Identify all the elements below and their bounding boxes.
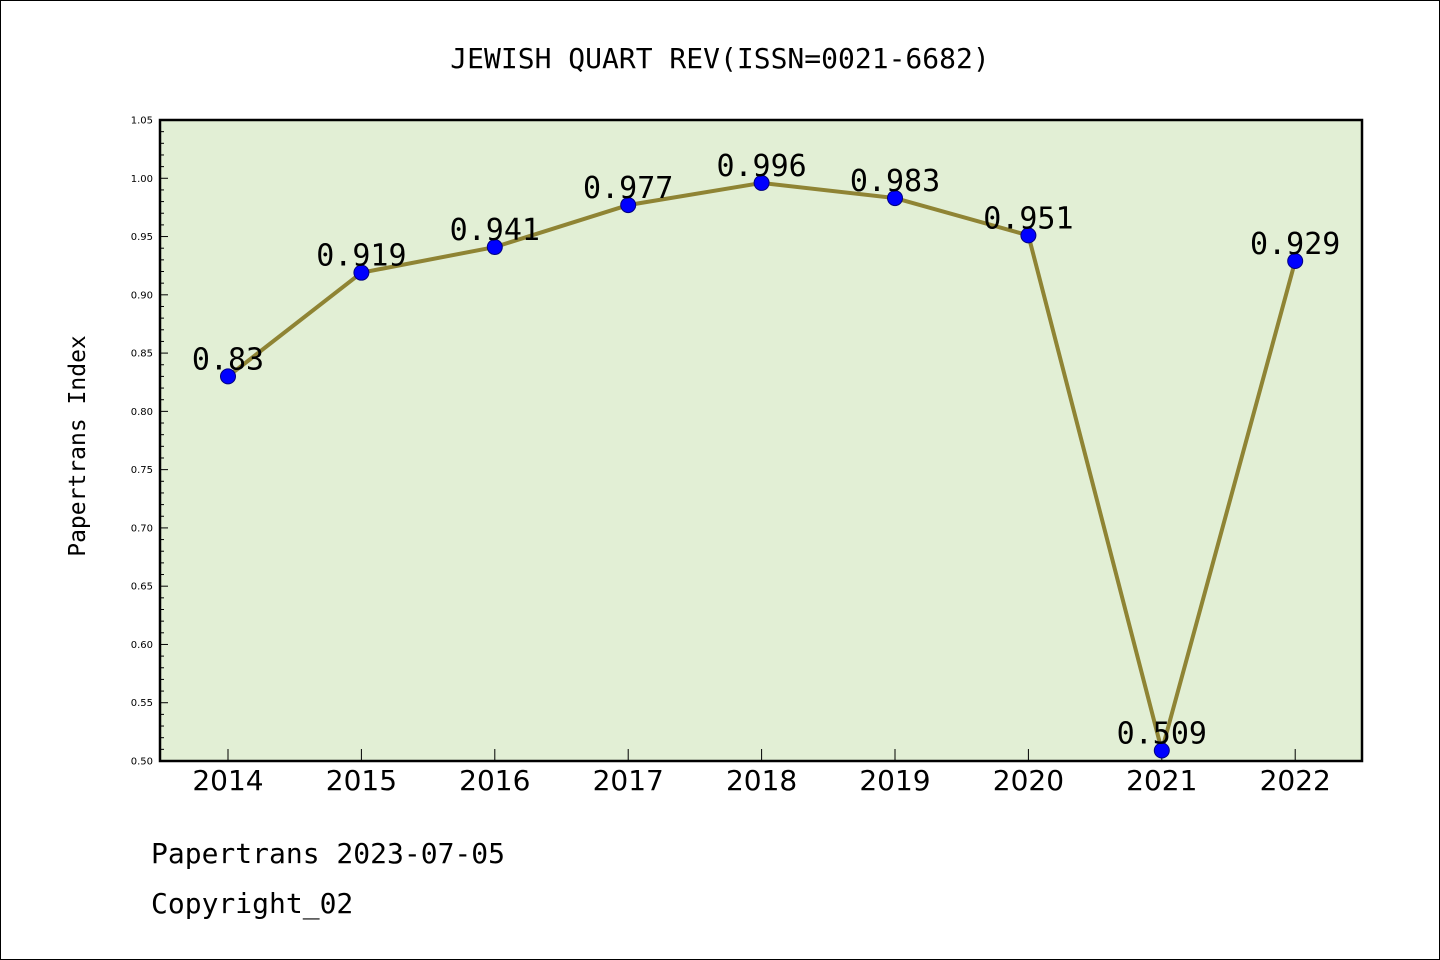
data-label: 0.509	[1117, 717, 1207, 752]
y-tick-label: 0.90	[131, 290, 153, 301]
footer-copyright: Copyright_02	[151, 887, 354, 920]
y-tick-label: 0.50	[131, 757, 153, 768]
data-point	[353, 264, 370, 281]
data-label: 0.929	[1250, 227, 1340, 262]
y-tick-label: 0.80	[131, 407, 153, 418]
y-tick-label: 0.55	[131, 698, 153, 709]
y-tick-label: 0.85	[131, 349, 153, 360]
y-axis-label: Papertrans Index	[65, 335, 91, 557]
data-label: 0.951	[983, 201, 1073, 236]
y-tick-label: 0.65	[131, 582, 153, 593]
y-tick-label: 1.05	[131, 116, 153, 127]
data-label: 0.977	[583, 171, 673, 206]
x-tick-label: 2018	[726, 764, 797, 797]
x-tick-label: 2017	[593, 764, 664, 797]
data-label: 0.919	[316, 239, 406, 274]
y-tick-label: 0.75	[131, 465, 153, 476]
data-point	[220, 368, 236, 385]
plot-area	[158, 118, 1364, 763]
x-tick-label: 2016	[459, 764, 530, 797]
data-point	[486, 239, 503, 256]
x-tick-label: 2019	[859, 764, 930, 797]
data-labels: 0.83 0.919 0.941 0.977 0.996 0.983 0.951 0.509 0…	[192, 149, 1340, 752]
series-points	[220, 174, 1304, 759]
data-point	[1153, 742, 1170, 759]
data-point	[753, 174, 770, 191]
y-tick-label: 0.70	[131, 523, 153, 534]
x-tick-label: 2020	[993, 764, 1064, 797]
x-tick-label: 2015	[326, 764, 397, 797]
data-label: 0.983	[850, 164, 940, 199]
data-label: 0.83	[192, 342, 264, 377]
y-tick-label: 0.60	[131, 640, 153, 651]
data-point	[1287, 253, 1304, 270]
y-axis-ticks: 0.50 0.55 0.60 0.65 0.70 0.75 0.80 0.85 0.90 0.95…	[131, 116, 168, 768]
x-axis-ticks: 2014 2015 2016 2017 2018 2019 2020 2021 2022	[192, 749, 1331, 797]
y-tick-label: 0.95	[131, 232, 153, 243]
data-label: 0.941	[450, 213, 540, 248]
x-tick-label: 2021	[1126, 764, 1197, 797]
chart-title: JEWISH QUART REV(ISSN=0021-6682)	[450, 42, 989, 75]
data-label: 0.996	[716, 149, 806, 184]
data-point	[887, 190, 903, 207]
data-point	[620, 197, 637, 214]
x-tick-label: 2022	[1260, 764, 1331, 797]
x-tick-label: 2014	[192, 764, 263, 797]
data-point	[1020, 227, 1037, 244]
y-tick-label: 1.00	[131, 174, 153, 185]
footer-date: Papertrans 2023-07-05	[151, 837, 506, 870]
